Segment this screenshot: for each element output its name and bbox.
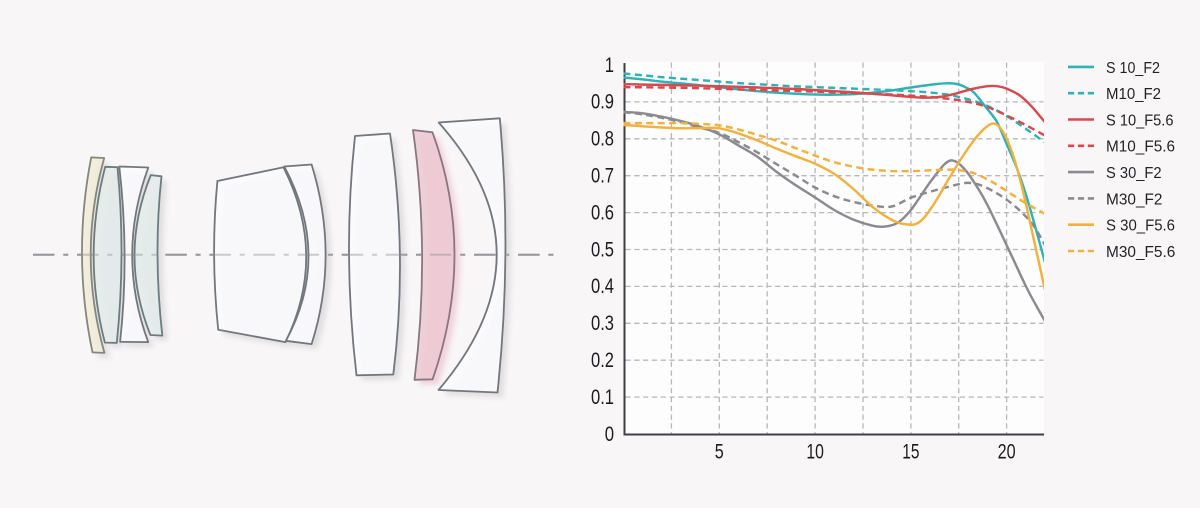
svg-text:10: 10 xyxy=(806,441,824,464)
svg-text:0.3: 0.3 xyxy=(591,312,614,335)
svg-text:1: 1 xyxy=(605,54,614,77)
svg-text:M10_F5.6: M10_F5.6 xyxy=(1106,139,1175,156)
svg-text:0.8: 0.8 xyxy=(591,128,614,151)
svg-text:0.6: 0.6 xyxy=(591,201,614,224)
svg-text:0: 0 xyxy=(605,423,614,446)
svg-text:0.2: 0.2 xyxy=(591,349,614,372)
svg-text:M30_F2: M30_F2 xyxy=(1106,191,1163,208)
svg-text:S 30_F2: S 30_F2 xyxy=(1106,165,1162,182)
svg-text:0.5: 0.5 xyxy=(591,238,614,261)
svg-text:15: 15 xyxy=(902,441,919,464)
svg-text:5: 5 xyxy=(715,441,724,464)
svg-text:M30_F5.6: M30_F5.6 xyxy=(1106,244,1175,261)
svg-text:S 30_F5.6: S 30_F5.6 xyxy=(1106,218,1175,235)
svg-text:0.9: 0.9 xyxy=(591,91,614,114)
svg-text:S 10_F5.6: S 10_F5.6 xyxy=(1106,112,1174,129)
svg-text:0.4: 0.4 xyxy=(591,275,614,298)
svg-text:0.7: 0.7 xyxy=(591,165,614,188)
svg-text:0.1: 0.1 xyxy=(591,386,614,409)
svg-text:S 10_F2: S 10_F2 xyxy=(1106,60,1160,77)
svg-text:M10_F2: M10_F2 xyxy=(1106,86,1161,103)
svg-text:20: 20 xyxy=(998,441,1016,464)
